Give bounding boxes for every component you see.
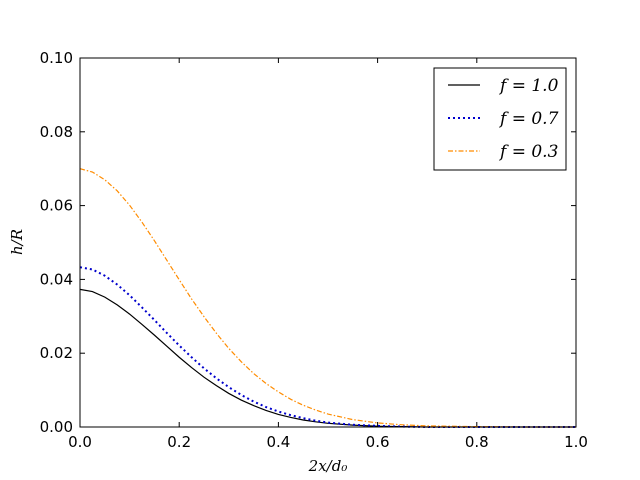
- plot-frame: [79, 57, 577, 428]
- legend-label: f = 1.0: [498, 76, 559, 96]
- x-axis: 0.0 0.2 0.4 0.6 0.8 1.0: [68, 58, 588, 451]
- y-tick-label: 0.06: [40, 197, 73, 215]
- y-tick-label: 0.08: [40, 123, 73, 141]
- x-tick-label: 0.0: [68, 433, 92, 451]
- y-tick-label: 0.04: [40, 270, 73, 288]
- legend-label: f = 0.7: [498, 109, 559, 129]
- x-tick-label: 0.4: [266, 433, 290, 451]
- y-tick-label: 0.10: [40, 49, 73, 67]
- x-axis-label: 2x/d₀: [308, 457, 348, 475]
- y-tick-label: 0.02: [40, 344, 73, 362]
- x-tick-label: 0.2: [167, 433, 191, 451]
- series-lines: [79, 168, 576, 428]
- series-line-1: [79, 288, 576, 428]
- series-line-3: [79, 168, 576, 428]
- y-axis-label: h/R: [8, 229, 26, 255]
- series-line-2: [79, 266, 576, 428]
- legend-label: f = 0.3: [498, 142, 558, 162]
- x-tick-label: 1.0: [564, 433, 588, 451]
- y-tick-label: 0.00: [40, 418, 73, 436]
- x-tick-label: 0.6: [366, 433, 390, 451]
- x-tick-label: 0.8: [465, 433, 489, 451]
- legend: f = 1.0 f = 0.7 f = 0.3: [433, 67, 567, 171]
